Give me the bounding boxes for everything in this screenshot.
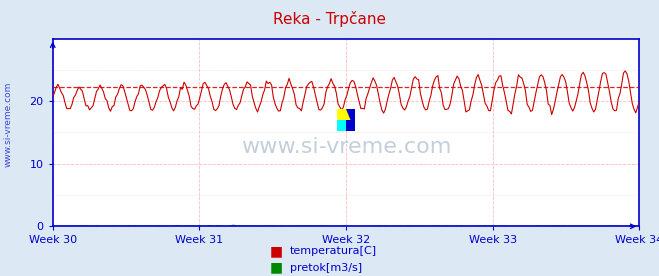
Text: ■: ■: [270, 261, 283, 275]
Text: Reka - Trpčane: Reka - Trpčane: [273, 11, 386, 27]
FancyBboxPatch shape: [346, 120, 355, 131]
FancyBboxPatch shape: [346, 109, 355, 120]
Text: www.si-vreme.com: www.si-vreme.com: [3, 81, 13, 167]
Polygon shape: [346, 109, 355, 131]
FancyBboxPatch shape: [337, 120, 346, 131]
FancyBboxPatch shape: [337, 109, 346, 120]
Text: pretok[m3/s]: pretok[m3/s]: [290, 263, 362, 273]
Text: www.si-vreme.com: www.si-vreme.com: [241, 137, 451, 158]
Text: temperatura[C]: temperatura[C]: [290, 246, 377, 256]
Text: ■: ■: [270, 244, 283, 258]
